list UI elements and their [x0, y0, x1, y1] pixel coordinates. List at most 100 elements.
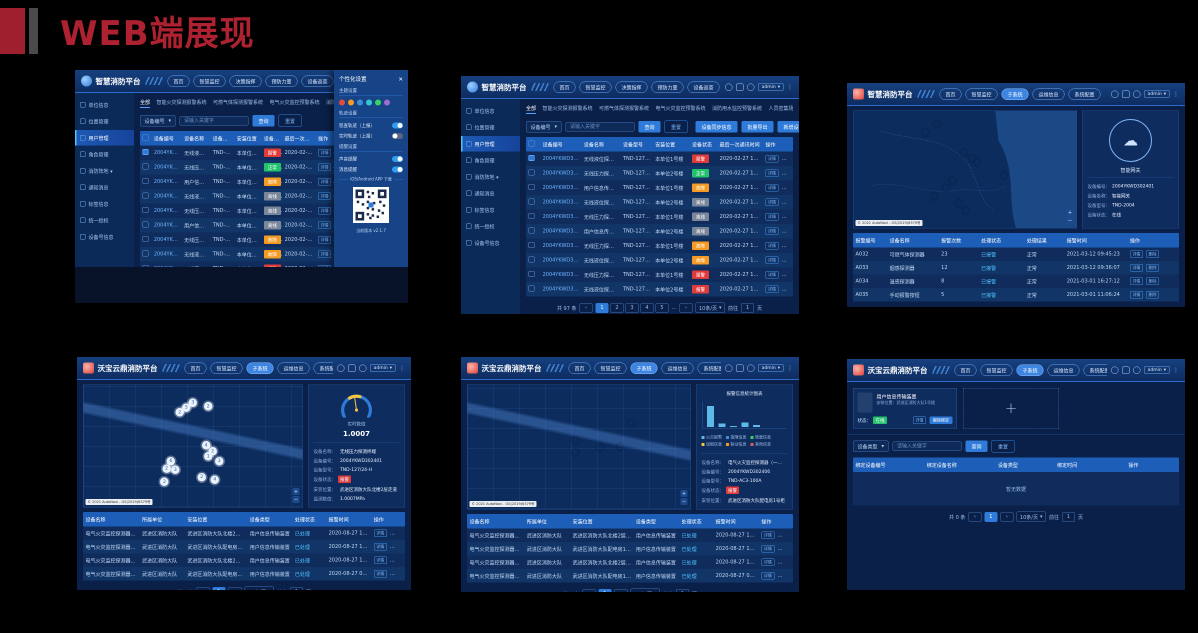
cluster-marker[interactable]: 2 — [175, 408, 184, 417]
nav-pill[interactable]: 运维信息 — [661, 362, 694, 374]
cluster-marker[interactable]: 6 — [166, 456, 176, 466]
next-page-button[interactable]: › — [228, 586, 242, 590]
nav-pill[interactable]: 智慧监控 — [579, 81, 612, 93]
nav-pill[interactable]: 系统配置 — [1068, 88, 1101, 100]
row-checkbox[interactable] — [528, 256, 535, 263]
row-detail-button[interactable]: 详情 — [761, 572, 775, 580]
kebab-menu-icon[interactable]: ⋮ — [399, 364, 405, 372]
row-detail-button[interactable]: 详情 — [765, 155, 779, 163]
device-id-link[interactable]: 2004YKWD302406 — [542, 228, 582, 235]
table-row[interactable]: 电气火灾监控探测器（一般） 武进区消防大队 武进区消防大队配电房1号柜 用户信息… — [467, 542, 793, 556]
sidebar-item[interactable]: 标签信息 — [461, 202, 520, 218]
fullscreen-icon[interactable] — [1122, 90, 1130, 98]
cluster-marker[interactable]: 2 — [203, 402, 213, 411]
batch-export-button[interactable]: 批量导出 — [741, 121, 774, 133]
map-pin-icon[interactable] — [571, 436, 579, 444]
table-row[interactable]: 2004YKWD302405 无线压力探测终端 TND-127/24-H 本单位… — [526, 209, 793, 224]
subsystem-tab[interactable]: 可燃气体探测报警系统 — [599, 106, 649, 112]
device-id-link[interactable]: 2004YKWD302402 — [153, 164, 182, 171]
row-delete-button[interactable]: 删除 — [1146, 291, 1160, 299]
row-detail-button[interactable]: 详情 — [761, 545, 775, 553]
kebab-menu-icon[interactable]: ⋮ — [1173, 90, 1179, 98]
fullscreen-icon[interactable] — [348, 364, 356, 372]
row-edit-button[interactable]: 编辑 — [781, 155, 793, 163]
theme-color-dot[interactable] — [339, 99, 345, 106]
user-icon[interactable] — [359, 364, 367, 372]
nav-pill[interactable]: 设备巡查 — [687, 81, 720, 93]
sidebar-item[interactable]: 单位信息 — [75, 97, 134, 113]
nav-pill[interactable]: 首页 — [954, 364, 977, 376]
table-row[interactable]: 电气火灾监控探测器（严重） 武进区消防大队 武进区消防大队北楼2层走道 用户信息… — [83, 553, 405, 567]
cluster-marker[interactable]: 5 — [182, 403, 191, 412]
subsystem-tab[interactable]: 电气火灾监控预警系统 — [269, 100, 320, 106]
table-row[interactable]: 2004YKWD302403 用户信息传输装置 TND-127/24-H 本单位… — [526, 180, 793, 195]
nav-pill[interactable]: 预防力量 — [265, 75, 298, 87]
user-dropdown[interactable]: admin ▾ — [1144, 90, 1170, 98]
subsystem-tab[interactable]: 可燃气体探测报警系统 — [213, 100, 263, 106]
next-page-button[interactable]: › — [1000, 511, 1014, 522]
device-id-link[interactable]: 2004YKWD302409 — [542, 272, 582, 278]
nav-pill[interactable]: 子系统 — [630, 362, 658, 374]
cluster-marker[interactable]: 2 — [162, 464, 171, 473]
page-number-button[interactable]: 1 — [984, 511, 998, 522]
field-select[interactable]: 设备编号 ▾ — [526, 121, 562, 133]
row-detail-button[interactable]: 详情 — [318, 236, 332, 244]
table-row[interactable]: 2004YKWD302404 无线液位探测终端 TND-127/24-H 本单位… — [140, 189, 338, 204]
device-id-link[interactable]: 2004YKWD302401 — [542, 156, 582, 162]
sidebar-item[interactable]: 通知消息 — [75, 180, 134, 196]
row-detail-button[interactable]: 详情 — [1129, 264, 1143, 272]
table-row[interactable]: 2004YKWD302405 无线压力探测终端 TND-127/24-H 本单位… — [140, 203, 338, 218]
nav-pill[interactable]: 决策指挥 — [229, 75, 262, 87]
row-detail-button[interactable]: 详情 — [765, 256, 779, 264]
select-all-checkbox[interactable] — [528, 140, 535, 147]
prev-page-button[interactable]: ‹ — [968, 511, 982, 522]
row-detail-button[interactable]: 详情 — [761, 558, 775, 566]
nav-pill[interactable]: 设备巡查 — [301, 75, 334, 87]
row-detail-button[interactable]: 详情 — [765, 271, 779, 279]
row-detail-button[interactable]: 详情 — [373, 543, 387, 551]
table-row[interactable]: 2004YKWD302406 用户信息传输装置 TND-127/24-H 本单位… — [526, 224, 793, 239]
subsystem-tab[interactable]: 电气火灾监控预警系统 — [655, 106, 706, 112]
row-detail-button[interactable]: 详情 — [765, 242, 779, 250]
nav-pill[interactable]: 决策指挥 — [615, 81, 648, 93]
row-checkbox[interactable] — [142, 265, 149, 267]
sidebar-item[interactable]: 用户管理 — [75, 130, 134, 146]
row-detail-button[interactable]: 详情 — [1129, 250, 1143, 258]
row-checkbox[interactable] — [528, 155, 535, 161]
device-id-link[interactable]: 2004YKWD302407 — [153, 237, 182, 243]
subsystem-tab[interactable]: 消防用水监控预警系统 — [712, 106, 762, 112]
fullscreen-icon[interactable] — [736, 364, 744, 372]
user-icon[interactable] — [1133, 90, 1141, 98]
row-checkbox[interactable] — [528, 271, 535, 277]
device-id-link[interactable]: 2004YKWD302404 — [153, 193, 182, 200]
row-handle-button[interactable]: 处理 — [777, 572, 791, 580]
row-detail-button[interactable]: 详情 — [1129, 291, 1143, 299]
row-detail-button[interactable]: 详情 — [318, 163, 332, 171]
toggle-switch[interactable] — [392, 166, 403, 173]
toggle-switch[interactable] — [392, 155, 403, 162]
table-row[interactable]: 2004YKWD302406 用户信息传输装置 TND-127/24-H 本单位… — [140, 218, 338, 233]
fullscreen-icon[interactable] — [736, 83, 744, 91]
user-dropdown[interactable]: admin ▾ — [1144, 366, 1170, 374]
reset-button[interactable]: 重置 — [991, 440, 1015, 453]
table-row[interactable]: A032 可燃气体探测器 23 已接警 正常 2021-03-12 09:45:… — [853, 247, 1179, 261]
row-edit-button[interactable]: 编辑 — [781, 256, 793, 264]
table-row[interactable]: 2004YKWD302402 无线压力探测终端 TND-127/24-H 本单位… — [140, 160, 338, 175]
device-id-link[interactable]: 2004YKWD302403 — [542, 185, 582, 191]
field-select[interactable]: 设备类型 ▾ — [853, 440, 889, 452]
nav-pill[interactable]: 子系统 — [1001, 88, 1029, 100]
sidebar-item[interactable]: 统一授权 — [75, 213, 134, 229]
row-detail-button[interactable]: 详情 — [765, 227, 779, 235]
nav-pill[interactable]: 子系统 — [246, 362, 274, 374]
cluster-marker[interactable]: 4 — [201, 441, 211, 450]
prev-page-button[interactable]: ‹ — [582, 588, 596, 592]
card-detail-button[interactable]: 详情 — [913, 416, 926, 424]
table-row[interactable]: 电气火灾监控探测器（一般） 武进区消防大队 武进区消防大队配电房1号柜 用户信息… — [467, 569, 793, 583]
subsystem-tab[interactable]: 人员密集场所预警系统 — [768, 106, 794, 112]
device-id-link[interactable]: 2004YKWD302404 — [542, 199, 582, 206]
row-checkbox[interactable] — [528, 242, 535, 248]
add-device-button[interactable]: 新增设备 — [777, 121, 799, 133]
bell-icon[interactable] — [337, 364, 345, 372]
nav-pill[interactable]: 智慧监控 — [965, 88, 998, 100]
sidebar-item[interactable]: 位置管理 — [75, 114, 134, 130]
